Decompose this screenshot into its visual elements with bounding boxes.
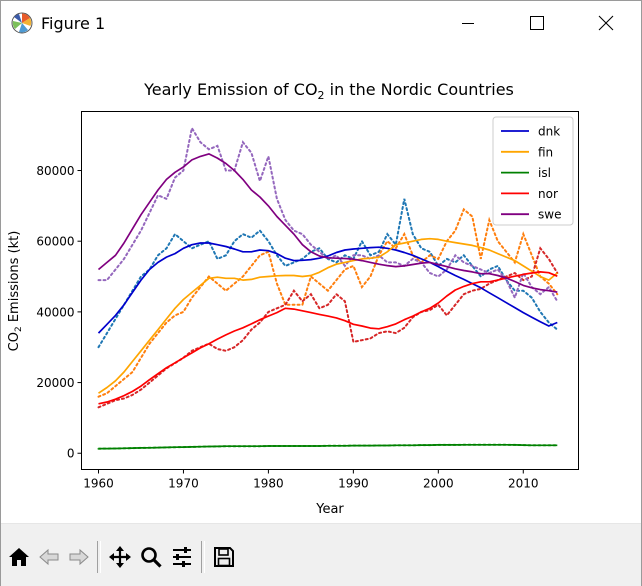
pan-button[interactable] xyxy=(106,542,134,572)
forward-icon xyxy=(69,548,89,566)
figure-canvas[interactable]: Yearly Emission of CO2 in the Nordic Cou… xyxy=(1,45,641,523)
legend: dnk fin isl nor swe xyxy=(492,116,574,226)
maximize-icon xyxy=(530,16,544,30)
legend-label: nor xyxy=(538,187,558,201)
zoom-button[interactable] xyxy=(137,542,165,572)
forward-button[interactable] xyxy=(65,542,93,572)
legend-label: swe xyxy=(538,208,561,222)
series-raw-swe xyxy=(97,125,559,303)
pan-icon xyxy=(109,546,131,568)
zoom-icon xyxy=(141,547,162,568)
matplotlib-logo-icon xyxy=(11,12,33,34)
series-lines-group xyxy=(97,125,559,450)
home-button[interactable] xyxy=(5,542,33,572)
series-line-nor xyxy=(98,271,558,405)
emissions-chart[interactable]: Yearly Emission of CO2 in the Nordic Cou… xyxy=(1,45,641,523)
x-axis-label: Year xyxy=(315,502,344,517)
legend-label: dnk xyxy=(538,125,560,139)
series-line-swe xyxy=(97,153,558,293)
close-icon xyxy=(598,15,614,31)
toolbar-separator xyxy=(97,541,101,573)
title-bar[interactable]: Figure 1 xyxy=(1,1,641,45)
navigation-toolbar xyxy=(1,523,641,586)
legend-label: fin xyxy=(538,145,553,159)
y-axis-label: CO2 Emissions (kt) xyxy=(7,231,24,352)
save-button[interactable] xyxy=(210,542,238,572)
close-button[interactable] xyxy=(583,1,629,45)
y-tick-label: 40000 xyxy=(36,305,74,319)
series-raw-fin xyxy=(97,207,559,398)
back-icon xyxy=(39,548,59,566)
minimize-icon xyxy=(462,23,474,24)
toolbar-separator xyxy=(201,541,205,573)
series-line-isl xyxy=(98,443,558,450)
y-tick-label: 80000 xyxy=(36,164,74,178)
series-raw-nor xyxy=(97,246,559,409)
series-line-dnk xyxy=(97,242,558,334)
x-tick-label: 2010 xyxy=(508,477,539,491)
x-tick-label: 1980 xyxy=(253,477,284,491)
legend-label: isl xyxy=(538,166,551,180)
chart-title: Yearly Emission of CO2 in the Nordic Cou… xyxy=(143,80,514,102)
axes-frame xyxy=(81,111,579,470)
y-tick-label: 0 xyxy=(67,447,75,461)
x-tick-label: 1960 xyxy=(83,477,114,491)
save-icon xyxy=(214,547,234,567)
minimize-button[interactable] xyxy=(445,1,491,45)
configure-subplots-icon xyxy=(173,547,191,567)
window-title: Figure 1 xyxy=(41,14,106,33)
x-tick-label: 2000 xyxy=(423,477,454,491)
series-line-fin xyxy=(98,237,558,394)
home-icon xyxy=(9,548,29,566)
maximize-button[interactable] xyxy=(514,1,560,45)
legend-box xyxy=(492,116,574,226)
y-axis: 0 20000 40000 60000 80000 xyxy=(36,164,82,461)
configure-subplots-button[interactable] xyxy=(168,542,196,572)
y-tick-label: 20000 xyxy=(36,376,74,390)
series-raw-dnk xyxy=(97,198,559,349)
x-axis: 1960 1970 1980 1990 2000 2010 xyxy=(83,469,539,491)
x-tick-label: 1970 xyxy=(168,477,199,491)
y-tick-label: 60000 xyxy=(36,235,74,249)
x-tick-label: 1990 xyxy=(338,477,369,491)
back-button[interactable] xyxy=(35,542,63,572)
